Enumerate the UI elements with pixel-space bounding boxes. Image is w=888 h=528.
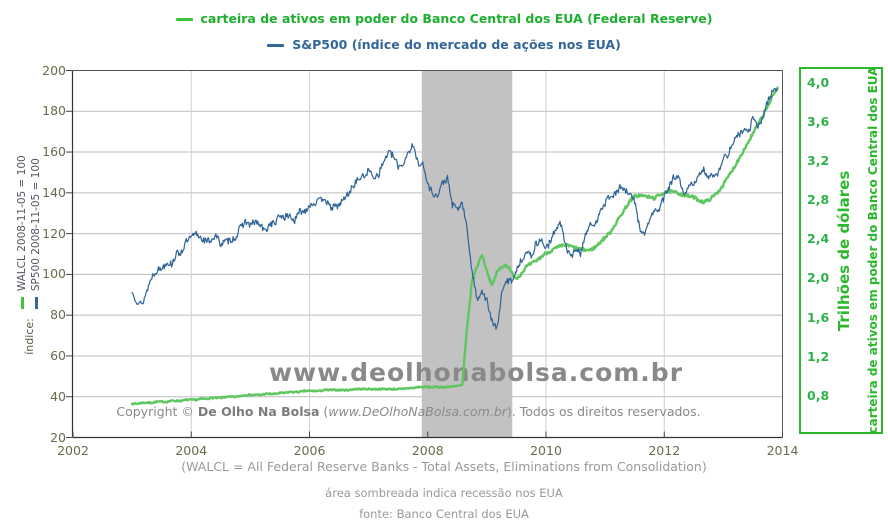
walcl-mini-dash-icon bbox=[20, 297, 24, 310]
walcl-base-note: WALCL 2008-11-05 = 100 bbox=[15, 155, 28, 292]
walcl-line bbox=[130, 86, 779, 406]
right-axis-tick-label: 2,0 bbox=[807, 270, 830, 286]
walcl-legend-dash-icon bbox=[175, 18, 193, 21]
right-axis-tick-label: 2,4 bbox=[807, 231, 830, 247]
x-axis-tick-label: 2004 bbox=[175, 443, 208, 458]
sp500-legend-label: S&P500 (índice do mercado de ações nos E… bbox=[292, 37, 621, 52]
left-axis-walcl-note: WALCL 2008-11-05 = 100 bbox=[15, 155, 29, 310]
axes-frame bbox=[66, 70, 783, 439]
recession-band bbox=[421, 70, 513, 438]
y-axis-tick-label: 20 bbox=[50, 429, 66, 445]
right-axis-box bbox=[799, 67, 883, 434]
right-axis-tick-label: 3,6 bbox=[807, 113, 830, 129]
copyright-prefix: Copyright © bbox=[116, 404, 198, 419]
y-axis-tick-label: 80 bbox=[50, 307, 66, 323]
right-axis-unit-label: Trilhões de dólares bbox=[835, 170, 853, 332]
y-axis-tick-label: 60 bbox=[50, 347, 66, 363]
x-axis-tick-label: 2010 bbox=[530, 443, 562, 458]
right-axis-tick-label: 1,6 bbox=[807, 309, 830, 325]
legend-row-walcl: carteira de ativos em poder do Banco Cen… bbox=[0, 11, 888, 26]
x-axis-tick-label: 2006 bbox=[293, 443, 326, 458]
footnote-recession-note: área sombreada indica recessão nos EUA bbox=[325, 486, 563, 500]
y-axis-tick-label: 160 bbox=[42, 144, 66, 160]
x-axis-tick-label: 2014 bbox=[766, 443, 799, 458]
y-axis-tick-label: 200 bbox=[42, 62, 66, 78]
copyright-mid: ( bbox=[319, 404, 329, 419]
left-axis-prefix: índice: bbox=[22, 318, 36, 355]
y-axis-tick-label: 100 bbox=[42, 266, 66, 282]
copyright-suffix: ). Todos os direitos reservados. bbox=[506, 404, 701, 419]
sp500-legend-dash-icon bbox=[267, 44, 285, 47]
right-axis-series-label: carteira de ativos em poder do Banco Cen… bbox=[866, 66, 880, 434]
right-axis-tick-label: 2,8 bbox=[807, 192, 830, 208]
y-axis-tick-label: 180 bbox=[42, 103, 66, 119]
y-axis-tick-label: 120 bbox=[42, 225, 66, 241]
y-axis-tick-label: 40 bbox=[50, 388, 66, 404]
right-axis-tick-label: 0,8 bbox=[807, 387, 830, 403]
x-axis-tick-label: 2008 bbox=[411, 443, 444, 458]
x-axis-tick-label: 2002 bbox=[57, 443, 89, 458]
right-axis-tick-label: 3,2 bbox=[807, 153, 830, 169]
left-axis-title: índice: WALCL 2008-11-05 = 100 SP500 200… bbox=[8, 140, 50, 370]
copyright-url: www.DeOlhoNaBolsa.com.br bbox=[328, 404, 507, 419]
legend-row-sp500: S&P500 (índice do mercado de ações nos E… bbox=[0, 37, 888, 52]
footnote-walcl-definition: (WALCL = All Federal Reserve Banks - Tot… bbox=[181, 459, 707, 474]
watermark: www.deolhonabolsa.com.br bbox=[269, 358, 683, 387]
copyright-line: Copyright © De Olho Na Bolsa (www.DeOlho… bbox=[0, 404, 817, 419]
x-axis-tick-label: 2012 bbox=[648, 443, 681, 458]
sp500-line bbox=[131, 88, 779, 330]
right-axis-tick-label: 1,2 bbox=[807, 348, 830, 364]
footnote-source: fonte: Banco Central dos EUA bbox=[359, 507, 529, 521]
walcl-legend-label: carteira de ativos em poder do Banco Cen… bbox=[200, 11, 713, 26]
right-axis-tick-label: 4,0 bbox=[807, 74, 830, 90]
y-axis-tick-label: 140 bbox=[42, 184, 66, 200]
copyright-brand: De Olho Na Bolsa bbox=[197, 404, 320, 419]
